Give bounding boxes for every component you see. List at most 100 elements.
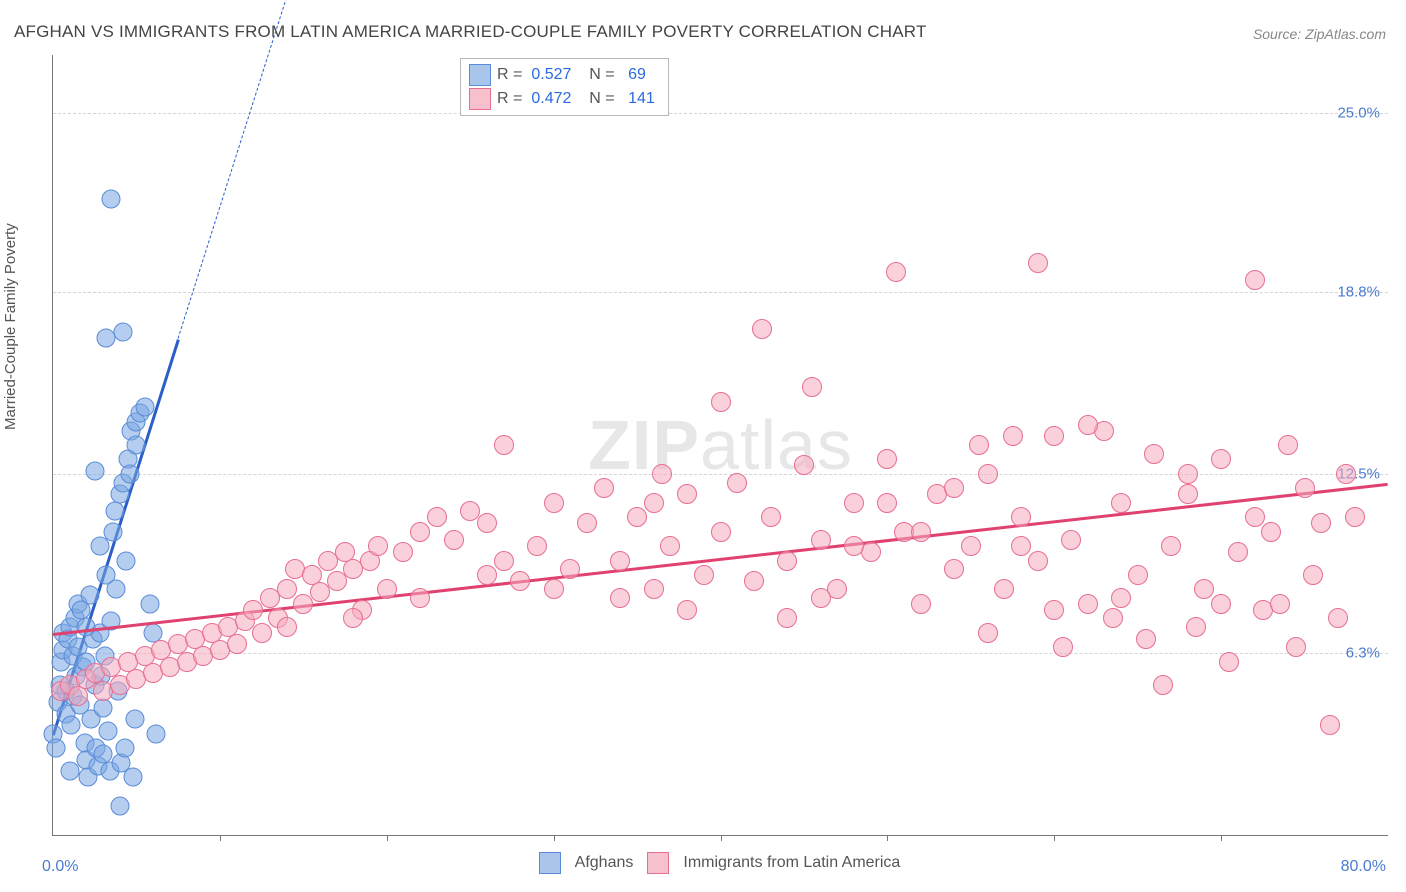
data-point <box>494 551 514 571</box>
data-point <box>252 623 272 643</box>
data-point <box>68 686 88 706</box>
correlation-legend: R = 0.527 N = 69R = 0.472 N = 141 <box>460 58 669 116</box>
data-point <box>140 594 159 613</box>
bottom-legend: AfghansImmigrants from Latin America <box>52 852 1387 874</box>
data-point <box>744 571 764 591</box>
data-point <box>752 319 772 339</box>
data-point <box>1219 652 1239 672</box>
legend-n-value: 69 <box>624 66 646 84</box>
data-point <box>1011 536 1031 556</box>
legend-swatch <box>539 852 561 874</box>
data-point <box>94 745 113 764</box>
data-point <box>1286 637 1306 657</box>
data-point <box>90 537 109 556</box>
data-point <box>1044 600 1064 620</box>
data-point <box>944 478 964 498</box>
data-point <box>85 462 104 481</box>
data-point <box>1153 675 1173 695</box>
data-point <box>627 507 647 527</box>
x-tick <box>887 835 888 841</box>
data-point <box>410 522 430 542</box>
data-point <box>1028 253 1048 273</box>
y-axis-label: Married-Couple Family Poverty <box>2 223 19 430</box>
legend-swatch <box>469 64 491 86</box>
data-point <box>62 716 81 735</box>
data-point <box>1270 594 1290 614</box>
data-point <box>1345 507 1365 527</box>
data-point <box>115 739 134 758</box>
data-point <box>117 551 136 570</box>
data-point <box>560 559 580 579</box>
legend-n-label: N = <box>580 90 614 108</box>
legend-swatch <box>647 852 669 874</box>
data-point <box>644 493 664 513</box>
data-point <box>877 449 897 469</box>
data-point <box>393 542 413 562</box>
x-tick <box>1221 835 1222 841</box>
data-point <box>368 536 388 556</box>
gridline <box>53 292 1388 293</box>
data-point <box>577 513 597 533</box>
data-point <box>911 594 931 614</box>
data-point <box>135 398 154 417</box>
data-point <box>1053 637 1073 657</box>
data-point <box>1336 464 1356 484</box>
data-point <box>60 762 79 781</box>
data-point <box>644 579 664 599</box>
data-point <box>80 586 99 605</box>
data-point <box>120 464 139 483</box>
data-point <box>1311 513 1331 533</box>
data-point <box>610 588 630 608</box>
data-point <box>1111 588 1131 608</box>
source-credit: Source: ZipAtlas.com <box>1253 26 1386 42</box>
data-point <box>811 588 831 608</box>
x-tick <box>387 835 388 841</box>
data-point <box>1245 270 1265 290</box>
data-point <box>544 493 564 513</box>
data-point <box>47 739 66 758</box>
data-point <box>777 551 797 571</box>
data-point <box>114 323 133 342</box>
data-point <box>1128 565 1148 585</box>
data-point <box>1328 608 1348 628</box>
data-point <box>652 464 672 484</box>
data-point <box>227 634 247 654</box>
data-point <box>877 493 897 513</box>
data-point <box>107 580 126 599</box>
data-point <box>1295 478 1315 498</box>
watermark-bold: ZIP <box>588 406 700 484</box>
data-point <box>677 600 697 620</box>
data-point <box>961 536 981 556</box>
legend-r-label: R = <box>497 90 522 108</box>
data-point <box>694 565 714 585</box>
data-point <box>1178 464 1198 484</box>
legend-n-label: N = <box>580 66 614 84</box>
data-point <box>1078 415 1098 435</box>
data-point <box>124 768 143 787</box>
gridline <box>53 653 1388 654</box>
data-point <box>844 536 864 556</box>
data-point <box>410 588 430 608</box>
data-point <box>969 435 989 455</box>
source-name: ZipAtlas.com <box>1305 26 1386 42</box>
data-point <box>1211 449 1231 469</box>
data-point <box>1078 594 1098 614</box>
legend-row: R = 0.472 N = 141 <box>469 87 658 111</box>
data-point <box>427 507 447 527</box>
trend-line <box>178 0 287 339</box>
data-point <box>1261 522 1281 542</box>
x-axis-min-label: 0.0% <box>42 858 78 876</box>
data-point <box>277 617 297 637</box>
y-tick-label: 18.8% <box>1337 283 1380 300</box>
data-point <box>1161 536 1181 556</box>
data-point <box>77 618 96 637</box>
data-point <box>1111 493 1131 513</box>
data-point <box>978 464 998 484</box>
data-point <box>1103 608 1123 628</box>
data-point <box>610 551 630 571</box>
data-point <box>1228 542 1248 562</box>
data-point <box>844 493 864 513</box>
data-point <box>104 522 123 541</box>
data-point <box>777 608 797 628</box>
chart-title: AFGHAN VS IMMIGRANTS FROM LATIN AMERICA … <box>14 22 927 42</box>
